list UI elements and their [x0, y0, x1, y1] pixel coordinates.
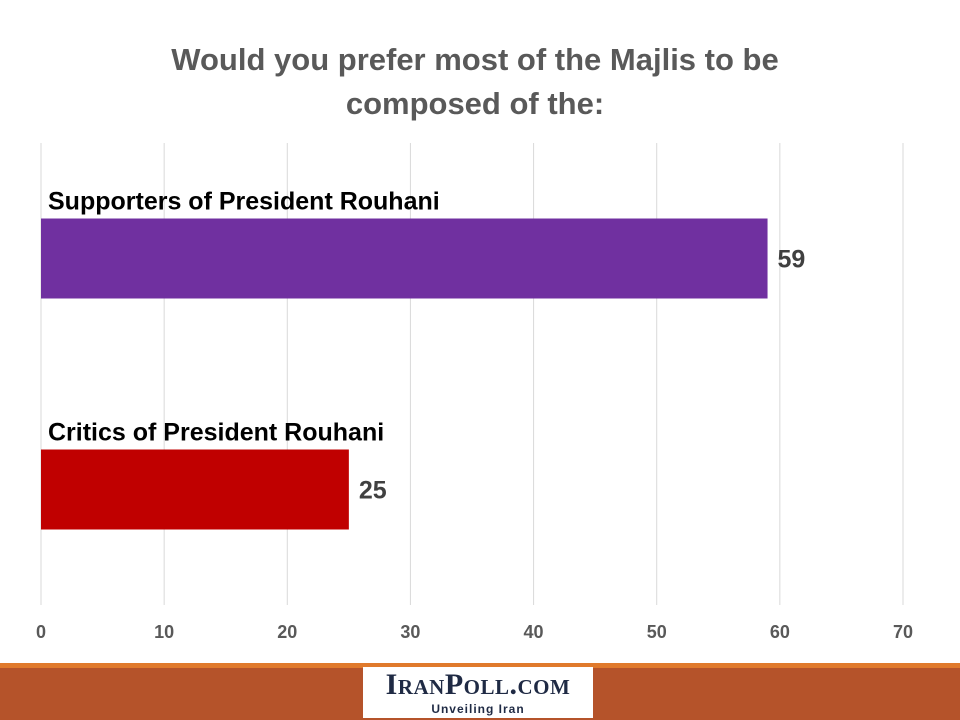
- x-tick-label: 20: [277, 622, 297, 642]
- x-tick-label: 0: [36, 622, 46, 642]
- x-tick-label: 50: [647, 622, 667, 642]
- data-label: 59: [778, 246, 806, 274]
- bar-chart: 0 10 20 30 40 50 60 70 Supporters of President R…: [36, 143, 913, 642]
- logo-tagline: Unveiling Iran: [431, 702, 525, 716]
- chart-title: Would you prefer most of the Majlis to b…: [171, 42, 779, 121]
- category-label: Critics of President Rouhani: [48, 419, 384, 447]
- x-tick-label: 10: [154, 622, 174, 642]
- x-tick-label: 60: [770, 622, 790, 642]
- x-tick-label: 30: [400, 622, 420, 642]
- x-tick-label: 40: [524, 622, 544, 642]
- footer-accent-line: [0, 663, 960, 668]
- bar: [41, 449, 349, 530]
- logo-text: IranPoll.com: [385, 668, 571, 701]
- data-label: 25: [359, 477, 387, 505]
- bar: [41, 218, 768, 299]
- category-label: Supporters of President Rouhani: [48, 188, 440, 216]
- x-tick-label: 70: [893, 622, 913, 642]
- iranpoll-logo: IranPoll.com Unveiling Iran: [363, 667, 593, 718]
